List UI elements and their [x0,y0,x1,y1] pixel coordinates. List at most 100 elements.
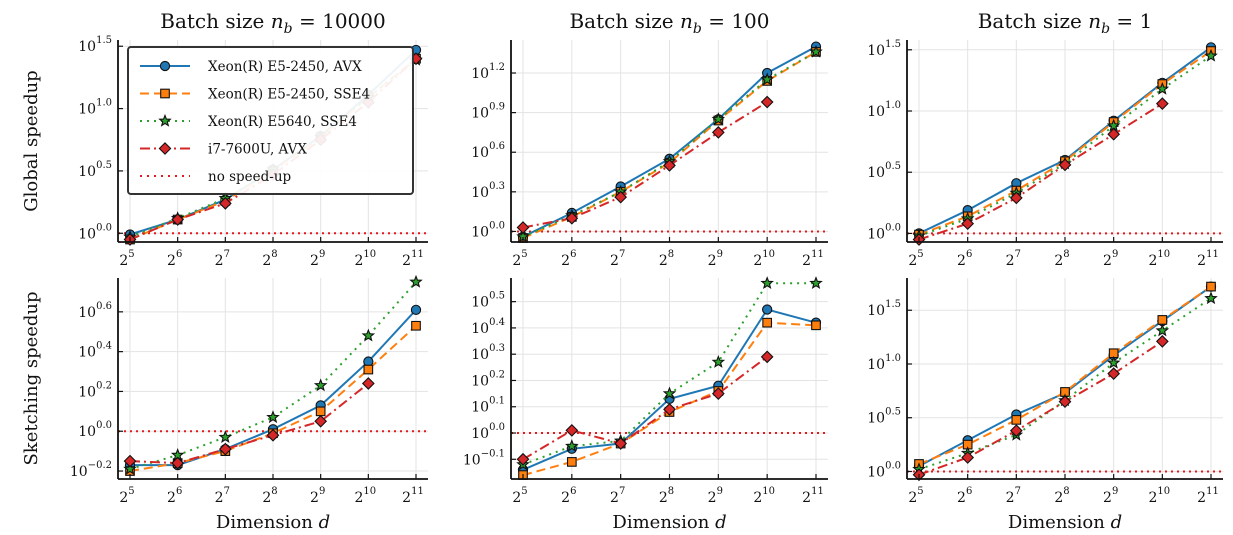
x-tick-label: 27 [1006,249,1021,269]
data-point [123,461,137,475]
x-tick-label: 29 [708,249,723,269]
x-tick-label: 28 [1054,486,1069,506]
data-point [1106,355,1121,369]
data-point [218,196,232,210]
panel-r1-c2: 25 26 27 28 29 210 211 100.0 100.5 101.0 101.5 Dime… [867,278,1223,533]
x-tick-label: 28 [659,249,674,269]
column-title: Batch size nb = 1 [978,9,1153,37]
x-tick-label: 25 [119,486,134,506]
y-tick-label: 100.0 [867,222,901,242]
data-point [1157,315,1168,325]
data-point [1155,323,1170,337]
data-point [363,364,374,375]
data-point [760,276,774,290]
panel-r1-c1: 25 26 27 28 29 210 211 10−0.1 100.0 100.1 100.2 100… [463,276,828,533]
data-point [565,439,579,452]
data-point [315,406,326,417]
y-tick-label: 100.6 [78,301,112,321]
x-tick-label: 26 [561,486,576,506]
data-point [565,424,579,437]
legend: Xeon(R) E5-2450, AVX Xeon(R) E5-2450, SSE… [127,46,414,195]
data-point [266,410,280,424]
data-point [663,402,676,416]
y-tick-label: 100.4 [78,341,112,361]
data-point [171,213,185,226]
x-tick-label: 211 [402,249,424,269]
x-axis-title: Dimension d [1008,512,1122,533]
data-point [760,350,774,364]
x-tick-label: 210 [753,486,775,506]
panels-layer: 25 26 27 28 29 210 211 100.0 100.5 101.0 101.5 Batc… [21,9,1223,533]
x-tick-label: 211 [1197,249,1219,269]
y-tick-label: 101.5 [78,35,112,55]
x-tick-label: 29 [1103,486,1118,506]
x-tick-label: 210 [355,486,377,506]
x-tick-label: 27 [610,249,625,269]
y-tick-label: 101.5 [867,39,901,59]
data-point [711,126,725,139]
row-label: Global speedup [21,70,42,211]
legend-label: no speed-up [208,169,291,185]
series-line [918,102,1163,241]
data-point [566,457,577,467]
x-tick-label: 28 [262,486,277,506]
x-tick-label: 211 [802,249,824,269]
x-tick-label: 28 [262,249,277,269]
y-tick-label: 100.3 [471,343,505,363]
data-point [760,72,774,86]
data-point [1009,424,1023,438]
x-tick-label: 210 [753,249,775,269]
x-tick-label: 26 [167,249,182,269]
y-tick-label: 100.2 [78,380,112,400]
y-tick-label: 100.3 [471,181,505,201]
data-point [409,274,423,288]
y-tick-label: 101.0 [78,98,112,118]
data-point [218,430,233,443]
x-tick-label: 210 [1149,486,1171,506]
panel-r1-c0: 25 26 27 28 29 210 211 10−0.2 100.0 100.2 100.4 100… [70,274,428,533]
data-point [809,44,823,58]
data-point [711,112,726,125]
x-tick-label: 26 [561,249,576,269]
y-tick-label: 100.0 [471,422,505,442]
x-tick-label: 25 [908,486,923,506]
panel-r0-c2: 25 26 27 28 29 210 211 100.0 100.5 101.0 101.5 Batc… [867,9,1223,269]
y-tick-label: 10−0.1 [463,448,505,468]
data-point [313,378,328,392]
x-tick-label: 25 [908,249,923,269]
data-point [961,217,975,231]
data-point [711,387,725,400]
y-tick-label: 100.0 [78,222,112,242]
data-point [809,276,823,290]
x-tick-label: 26 [957,486,972,506]
data-point [762,304,773,315]
data-point [1011,415,1022,425]
data-point [411,320,421,331]
x-tick-label: 29 [708,486,723,506]
legend-marker [159,60,171,72]
x-tick-label: 27 [215,249,230,269]
data-point [1204,48,1218,62]
series-line [129,382,369,465]
data-point [811,320,821,331]
legend-marker [158,142,172,155]
x-axis-title: Dimension d [216,512,330,533]
x-tick-label: 211 [802,486,824,506]
y-tick-label: 100.2 [471,369,505,389]
y-tick-label: 100.0 [78,420,112,440]
data-point [1009,191,1023,205]
y-tick-label: 100.9 [471,102,505,122]
series-line [522,101,768,229]
y-tick-label: 100.0 [471,220,505,240]
legend-label: Xeon(R) E5-2450, AVX [208,59,362,75]
data-point [410,304,422,315]
x-tick-label: 29 [310,249,325,269]
data-point [314,414,328,428]
x-tick-label: 27 [610,486,625,506]
data-point [123,454,137,468]
data-point [711,354,726,368]
x-tick-label: 211 [1197,486,1219,506]
data-point [614,190,628,204]
legend-marker [160,88,170,99]
